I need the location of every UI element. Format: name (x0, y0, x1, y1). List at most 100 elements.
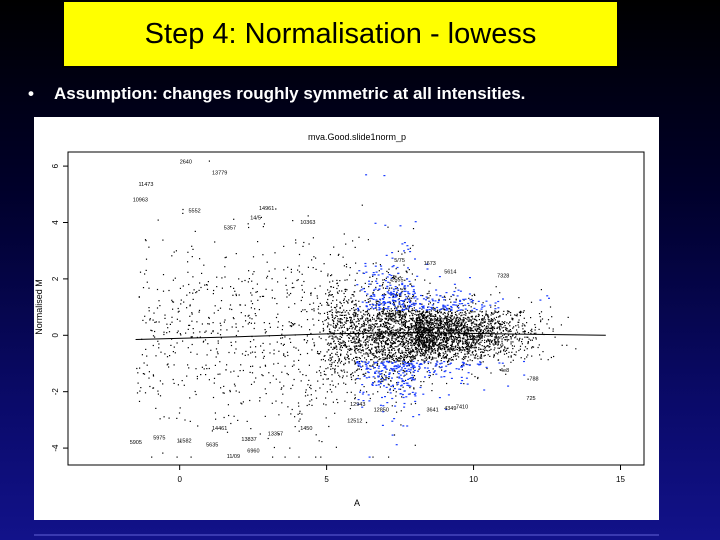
data-point (420, 322, 422, 324)
data-point (395, 316, 397, 318)
data-point (395, 275, 397, 277)
data-point (501, 338, 503, 340)
data-point (267, 437, 269, 440)
data-point (523, 324, 525, 326)
data-point (470, 338, 472, 340)
data-point (462, 337, 465, 339)
data-point (330, 294, 332, 296)
data-point (219, 361, 221, 363)
data-point (498, 336, 500, 338)
data-point (340, 325, 342, 327)
data-point (503, 337, 505, 339)
data-point (151, 330, 153, 332)
data-point (226, 431, 229, 433)
data-point (389, 310, 391, 312)
data-point (308, 403, 310, 406)
data-point (384, 341, 386, 343)
highlight-point (408, 300, 411, 302)
data-point (404, 279, 406, 281)
data-point (407, 350, 409, 352)
data-point (420, 331, 422, 333)
data-point (348, 299, 350, 301)
data-point (464, 339, 466, 341)
data-point (394, 333, 396, 335)
data-point (436, 339, 438, 341)
data-point (358, 340, 360, 342)
data-point (444, 296, 446, 298)
data-point (417, 324, 419, 326)
data-point (358, 345, 360, 347)
data-point (507, 356, 510, 358)
data-point (520, 310, 522, 312)
data-point (463, 356, 465, 358)
data-point (471, 334, 473, 336)
data-point (274, 252, 276, 254)
data-point (375, 346, 377, 348)
data-point (205, 364, 207, 366)
data-point (405, 341, 407, 343)
data-point (408, 307, 410, 309)
highlight-point (365, 368, 368, 370)
data-point (346, 345, 348, 348)
data-point (220, 387, 222, 389)
highlight-point (455, 304, 458, 306)
data-point (460, 329, 462, 331)
data-point (249, 341, 252, 343)
data-point (504, 347, 506, 349)
data-point (516, 315, 518, 317)
data-point (336, 299, 338, 301)
data-point (443, 344, 445, 346)
highlight-point (398, 293, 401, 295)
data-point (334, 317, 336, 319)
data-point (217, 342, 219, 344)
data-point (418, 350, 420, 352)
data-point (388, 328, 390, 330)
data-point (429, 313, 431, 315)
data-point (424, 337, 426, 339)
data-point (464, 341, 466, 343)
data-point (231, 308, 233, 311)
data-point (459, 349, 461, 351)
highlight-point (391, 368, 394, 370)
data-point (495, 341, 498, 343)
data-point (355, 299, 357, 302)
data-point (387, 353, 389, 356)
highlight-point (414, 296, 417, 298)
data-point (425, 319, 427, 321)
data-point (447, 361, 449, 363)
data-point (384, 322, 386, 324)
data-point (428, 327, 430, 329)
data-point (334, 347, 336, 349)
highlight-point (452, 294, 454, 296)
data-point (434, 316, 436, 318)
data-point (445, 316, 447, 318)
data-point (368, 337, 370, 339)
data-point (455, 329, 457, 332)
data-point (230, 341, 232, 343)
data-point (394, 341, 396, 343)
data-point (439, 337, 441, 339)
data-point (394, 349, 396, 351)
data-point (275, 316, 278, 319)
data-point (392, 312, 394, 314)
data-point (392, 310, 394, 312)
data-point (292, 384, 294, 386)
data-point (349, 316, 351, 319)
highlight-point (391, 362, 394, 364)
data-point (365, 353, 367, 355)
data-point (168, 417, 170, 419)
data-point (447, 345, 449, 347)
data-point (519, 314, 521, 317)
highlight-point (371, 384, 374, 386)
data-point (412, 368, 414, 370)
data-point (387, 349, 389, 351)
data-point (312, 318, 314, 320)
data-point (454, 339, 456, 341)
data-point (466, 338, 469, 340)
data-point (419, 316, 421, 318)
data-point (384, 321, 386, 323)
data-point (223, 392, 225, 394)
data-point (365, 348, 367, 350)
data-point (410, 342, 413, 344)
data-point (423, 355, 425, 357)
